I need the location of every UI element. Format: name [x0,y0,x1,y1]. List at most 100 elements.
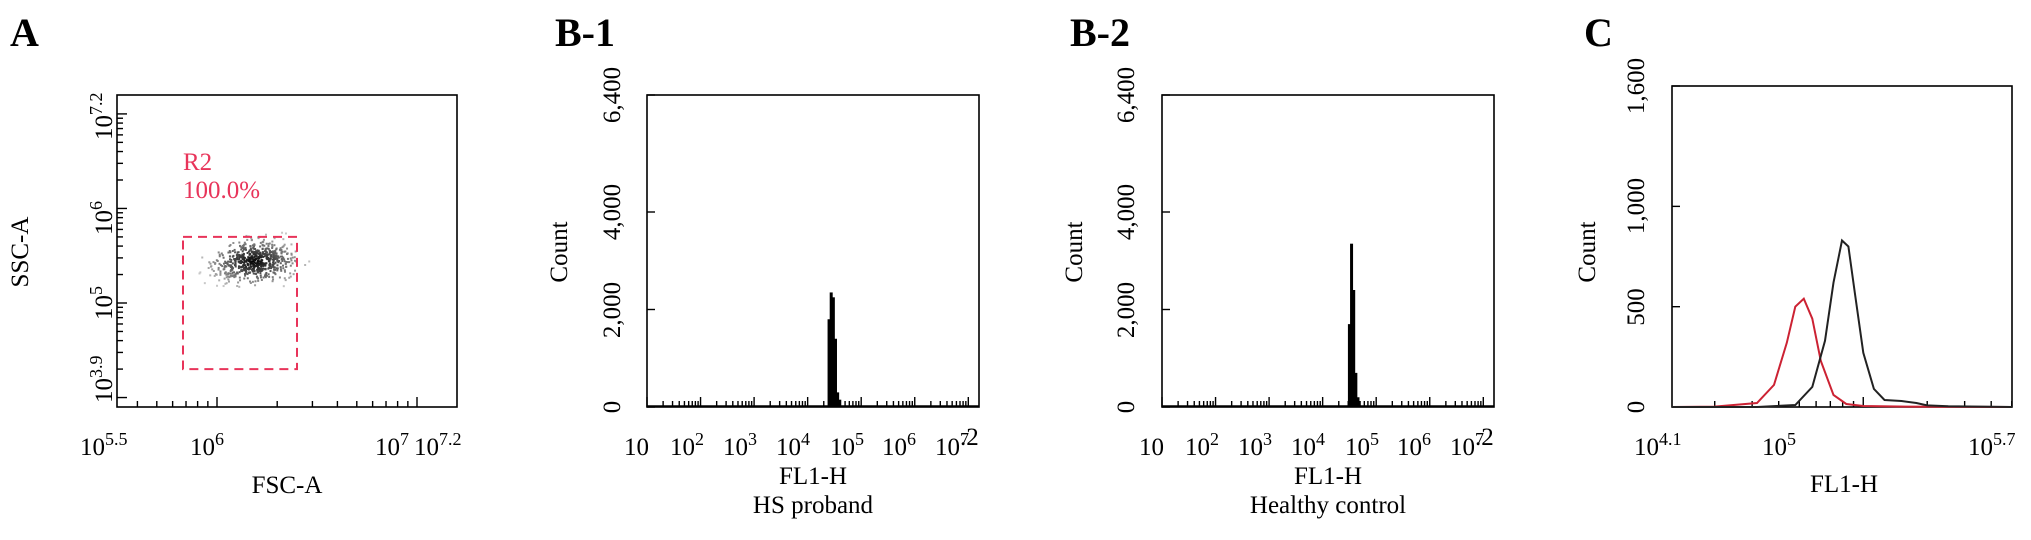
scatter-point [218,253,221,256]
scatter-point [203,282,206,285]
scatter-point [273,266,276,269]
scatter-point [265,242,268,245]
scatter-point [264,268,267,271]
scatter-point [272,259,275,262]
y-tick-label: 4,000 [1113,184,1140,240]
x-tick-label: 106 [190,429,224,461]
scatter-point [272,250,275,253]
scatter-point [236,253,239,256]
x-axis-label: FL1-H [1810,471,1878,498]
scatter-point [279,247,282,250]
scatter-point [274,250,277,253]
scatter-point [224,260,227,263]
scatter-point [278,248,281,251]
scatter-point [256,249,259,252]
scatter-point [236,255,239,258]
scatter-point [215,273,218,276]
scatter-point [245,265,248,268]
x-axis-label: FSC-A [252,472,323,499]
scatter-point [248,267,251,270]
scatter-point [253,245,256,248]
x-axis-sublabel: Healthy control [1250,492,1406,519]
scatter-point [234,265,237,268]
scatter-point [288,261,291,264]
scatter-point [222,262,225,265]
scatter-point [234,273,237,276]
scatter-point [244,274,247,277]
scatter-point [277,256,280,259]
plot-c-area [1671,85,2013,408]
scatter-point [263,263,266,266]
scatter-point [304,264,307,267]
x-tick-label: 105 [1762,429,1796,461]
scatter-point [261,248,264,251]
scatter-point [273,237,276,240]
scatter-point [271,264,274,267]
panel-b1: B-1 0 2,000 4,000 6,400 10 102 103 104 1… [546,10,980,519]
x-axis-label: FL1-H [1294,463,1362,490]
y-axis-label: Count [546,221,573,282]
scatter-point [276,259,279,262]
panel-label-a: A [10,10,39,55]
scatter-point [257,262,260,265]
scatter-point [256,262,259,265]
histogram-bar [833,338,837,407]
scatter-point [269,270,272,273]
scatter-point [268,264,271,267]
scatter-point [254,264,257,267]
scatter-point [264,275,267,278]
scatter-point [281,250,284,253]
series-line-black [1672,238,2013,408]
scatter-point [234,275,237,278]
plot-b1-frame [646,94,980,408]
scatter-point [290,252,293,255]
scatter-point [238,276,241,279]
scatter-point [236,258,239,261]
series-line-red [1671,296,2013,408]
scatter-point [227,264,230,267]
scatter-point [225,273,228,276]
scatter-point [282,245,285,248]
scatter-point [252,252,255,255]
scatter-point [249,247,252,250]
scatter-point [212,261,215,264]
scatter-point [244,248,247,251]
scatter-point [219,272,222,275]
scatter-point [283,269,286,272]
scatter-point [294,269,297,272]
scatter-point [283,250,286,253]
scatter-point [213,274,216,277]
y-tick-label: 105 [86,286,118,320]
scatter-point [272,278,275,281]
scatter-point [228,249,231,252]
scatter-point [282,238,285,241]
scatter-point [246,258,249,261]
y-tick-label: 106 [86,201,118,235]
scatter-point [258,260,261,263]
scatter-point [229,272,232,275]
scatter-point [225,261,228,264]
scatter-point [247,250,250,253]
scatter-point [265,274,268,277]
scatter-point [201,256,204,259]
scatter-point [244,268,247,271]
x-tick-label: 105 [1345,429,1379,461]
scatter-point [276,269,279,272]
scatter-point [222,268,225,271]
scatter-point [284,270,287,273]
scatter-point [238,241,241,244]
scatter-point [227,251,230,254]
panel-c: C 0 500 1,000 1,600 104.1 105 105.7 Coun… [1574,10,2016,498]
scatter-point [262,264,265,267]
scatter-point [260,278,263,281]
scatter-point [265,271,268,274]
scatter-point [248,280,251,283]
scatter-point [240,266,243,269]
x-tick-label: .2 [1475,424,1494,451]
scatter-point [261,241,264,244]
scatter-point [274,258,277,261]
scatter-point [285,260,288,263]
scatter-point [264,273,267,276]
x-tick-label: 103 [723,429,757,461]
x-tick-label: 10 [624,434,649,461]
